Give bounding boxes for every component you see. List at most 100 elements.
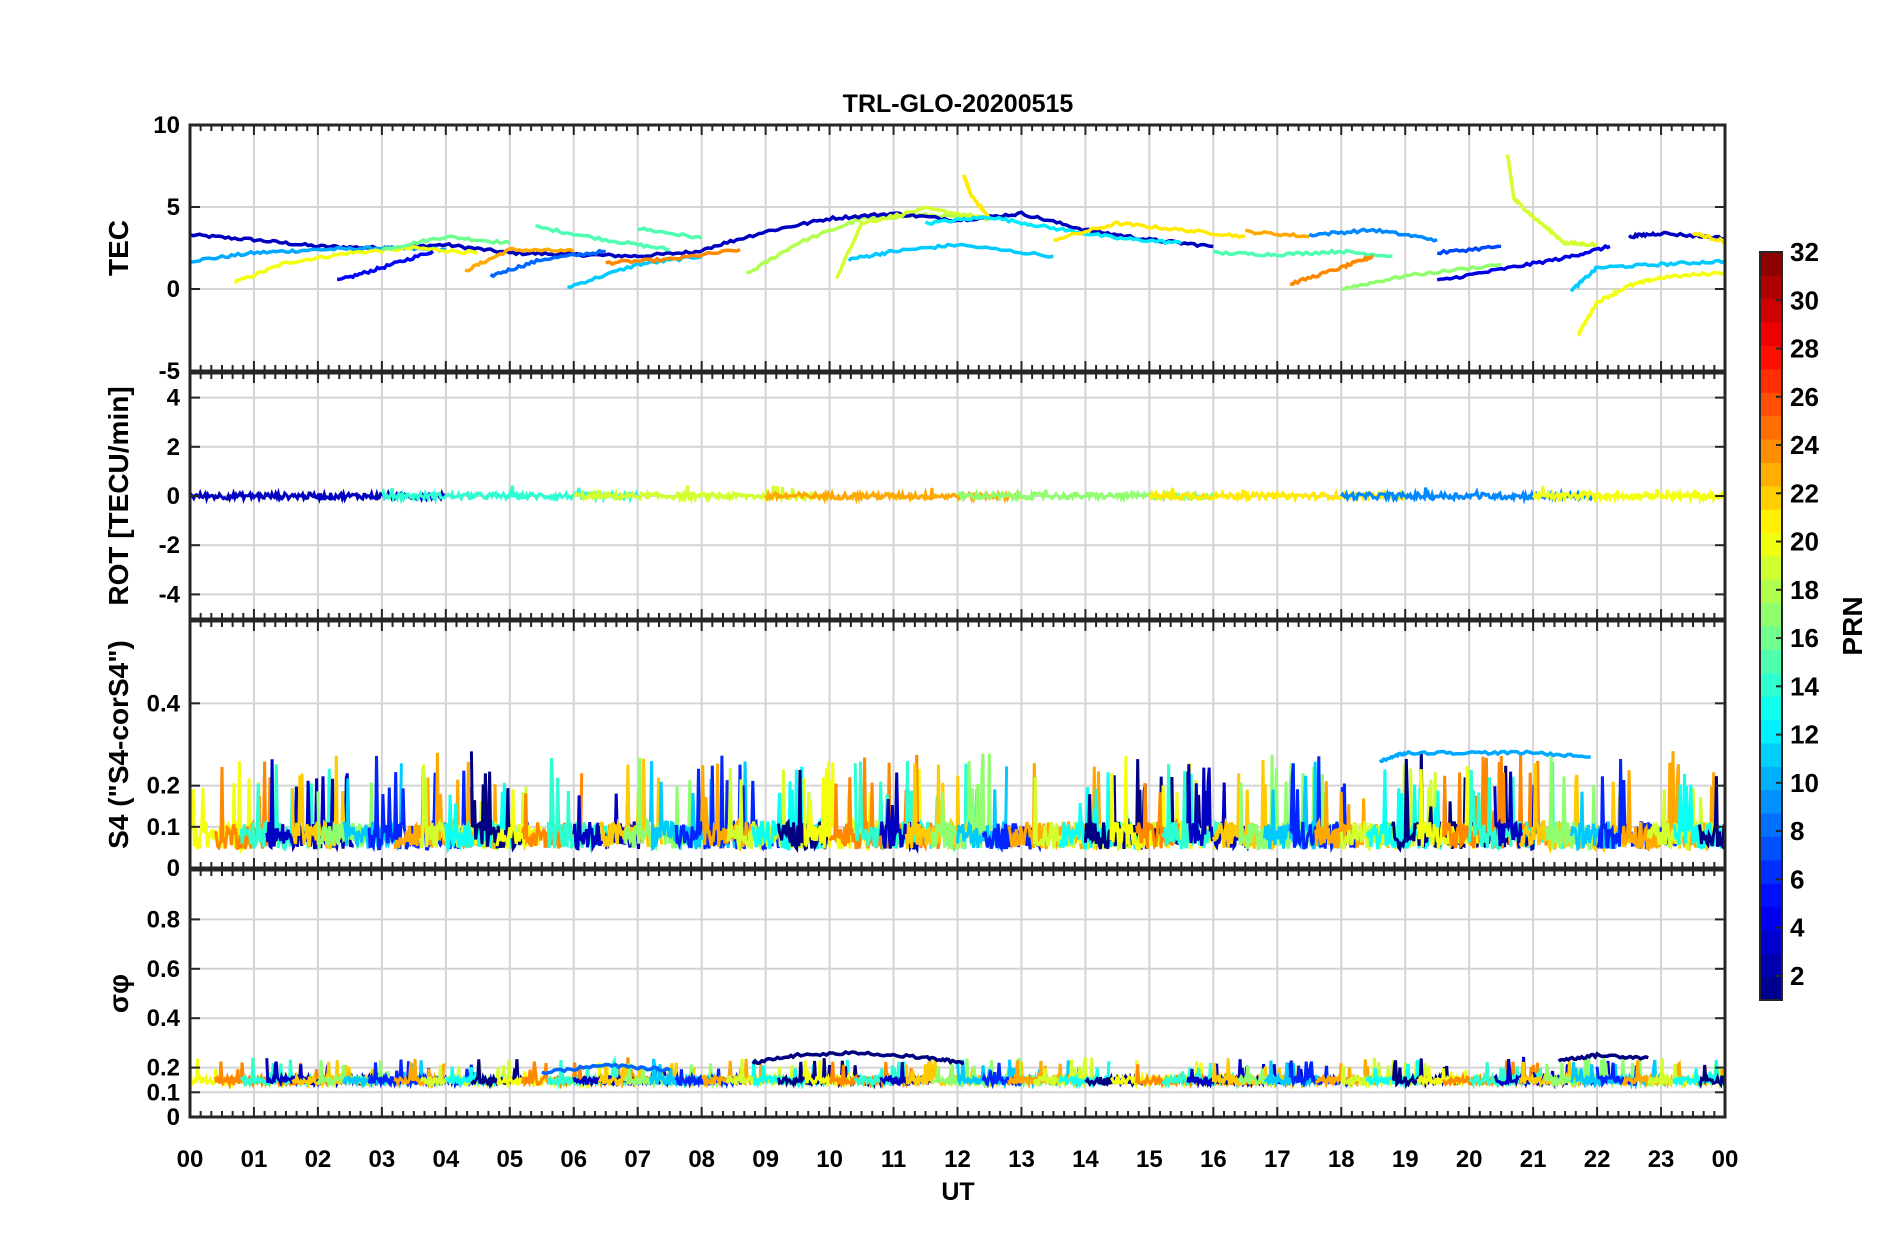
colorbar-segment (1760, 509, 1782, 534)
y-tick-label: 5 (167, 194, 180, 221)
colorbar-segment (1760, 392, 1782, 417)
x-minor-ticks-sigma (189, 870, 1726, 1117)
series-prn-23 (1245, 228, 1310, 239)
series-prn-5 (337, 249, 435, 282)
noise-trace-prn-6 (674, 755, 781, 852)
colorbar-segment (1760, 626, 1782, 650)
colorbar-segment (1760, 485, 1782, 510)
x-tick-label: 10 (816, 1146, 843, 1173)
x-axis-label: UT (941, 1178, 974, 1206)
colorbar-segment (1760, 415, 1782, 440)
y-tick-label: 2 (167, 434, 180, 461)
y-axis-label-sigma: σφ (103, 974, 134, 1013)
colorbar-frame (1759, 251, 1783, 1001)
colorbar-tick-label: 30 (1790, 285, 1819, 315)
series-prn-8 (541, 1062, 671, 1076)
noise-trace-prn-19 (1340, 1057, 1444, 1090)
x-tick-label: 23 (1648, 1146, 1675, 1173)
data-s4 (190, 749, 1725, 855)
colorbar-segment (1760, 906, 1782, 931)
colorbar-tick-label: 14 (1790, 671, 1819, 701)
series-prn-21 (962, 174, 992, 220)
series-prn-24 (605, 247, 741, 266)
y-tick-label: 0.6 (147, 956, 180, 983)
colorbar-segment (1760, 298, 1782, 323)
series-prn-21 (1053, 220, 1246, 243)
data-rot (190, 485, 1725, 506)
colorbar-segment (1760, 602, 1782, 627)
x-tick-label: 22 (1584, 1146, 1611, 1173)
series-prn-11 (1569, 258, 1725, 293)
colorbar-label: PRN (1837, 596, 1868, 655)
x-tick-label: 18 (1328, 1146, 1355, 1173)
colorbar-tick-label: 26 (1790, 382, 1819, 412)
series-prn-19 (1505, 154, 1598, 248)
colorbar-segment (1760, 742, 1782, 767)
colorbar-tick-label: 32 (1790, 237, 1819, 267)
colorbar-segment (1760, 953, 1782, 978)
series-prn-20 (1577, 270, 1725, 337)
y-tick-label: 10 (153, 112, 180, 139)
x-tick-label: 13 (1008, 1146, 1035, 1173)
y-tick-label: 0.2 (147, 1055, 180, 1082)
colorbar-tick-label: 12 (1790, 720, 1819, 750)
colorbar-tick-label: 18 (1790, 575, 1819, 605)
y-tick-label: 0 (167, 276, 180, 303)
colorbar-tick-label: 24 (1790, 430, 1819, 460)
x-tick-label: 02 (305, 1146, 332, 1173)
x-minor-ticks-tec (189, 125, 1726, 371)
rot-trace-prn-21 (1148, 487, 1407, 504)
colorbar-segment (1760, 719, 1782, 744)
noise-trace-prn-11 (1570, 791, 1621, 852)
series-prn-23 (464, 246, 575, 273)
data-sigma (190, 1049, 1725, 1091)
colorbar-tick-label: 4 (1790, 913, 1805, 943)
series-prn-20 (233, 244, 479, 285)
colorbar-segment (1760, 813, 1782, 837)
x-tick-label: 15 (1136, 1146, 1163, 1173)
series-prn-15 (535, 224, 670, 252)
colorbar-segment (1760, 649, 1782, 674)
x-tick-label: 06 (560, 1146, 587, 1173)
x-tick-label: 12 (944, 1146, 971, 1173)
series-prn-1 (751, 1049, 965, 1066)
x-tick-label: 14 (1072, 1146, 1099, 1173)
series-prn-4 (1436, 243, 1611, 282)
noise-trace-prn-17 (930, 753, 992, 850)
noise-trace-prn-22 (1211, 759, 1277, 852)
y-tick-label: 0.4 (147, 690, 181, 717)
series-prn-16 (381, 234, 511, 252)
y-tick-label: 0.1 (147, 814, 180, 841)
x-tick-label: 19 (1392, 1146, 1419, 1173)
series-prn-21 (1691, 231, 1725, 245)
x-tick-label: 08 (688, 1146, 715, 1173)
chart-title: TRL-GLO-20200515 (843, 90, 1074, 118)
noise-trace-prn-1 (1698, 1064, 1725, 1089)
colorbar-segment (1760, 789, 1782, 814)
noise-trace-prn-3 (879, 772, 923, 855)
x-tick-label: 07 (624, 1146, 651, 1173)
colorbar-segment (1760, 672, 1782, 697)
y-tick-label: 0 (167, 1104, 180, 1131)
series-prn-24 (1289, 254, 1374, 287)
data-tec (190, 154, 1725, 337)
x-tick-label: 20 (1456, 1146, 1483, 1173)
series-prn-15 (1213, 248, 1393, 259)
y-tick-label: 0.8 (147, 906, 180, 933)
series-prn-17 (1341, 262, 1502, 291)
colorbar-segment (1760, 462, 1782, 487)
y-tick-label: 0.1 (147, 1079, 180, 1106)
colorbar-segment (1760, 976, 1782, 1001)
series-prn-12 (924, 215, 1183, 246)
y-axis-label-rot: ROT [TECU/min] (103, 386, 134, 605)
colorbar-segment (1760, 836, 1782, 861)
series-prn-11 (847, 242, 1054, 263)
noise-trace-prn-17 (1238, 754, 1341, 851)
series-prn-19 (835, 205, 991, 280)
y-tick-label: 0.2 (147, 773, 180, 800)
x-minor-ticks-rot (189, 373, 1726, 619)
colorbar-tick-label: 2 (1790, 961, 1804, 991)
colorbar-segment (1760, 275, 1782, 300)
